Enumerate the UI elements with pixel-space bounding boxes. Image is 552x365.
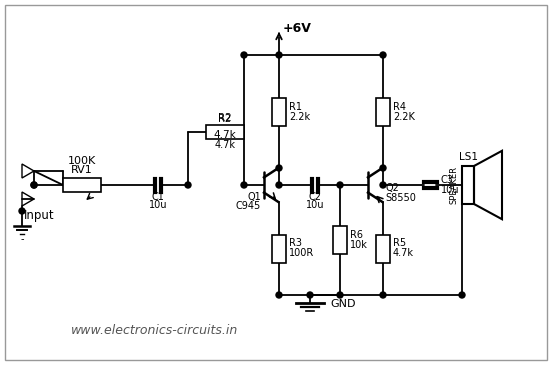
Bar xyxy=(333,226,347,254)
Circle shape xyxy=(337,182,343,188)
Bar xyxy=(376,234,390,262)
Circle shape xyxy=(19,208,25,214)
Text: 10u: 10u xyxy=(440,185,459,195)
Circle shape xyxy=(31,182,37,188)
Circle shape xyxy=(276,182,282,188)
Circle shape xyxy=(241,52,247,58)
Text: 10u: 10u xyxy=(148,200,167,211)
Text: +6V: +6V xyxy=(283,22,312,35)
Text: C945: C945 xyxy=(236,201,261,211)
Bar xyxy=(272,97,286,126)
Text: 2.2K: 2.2K xyxy=(393,111,415,122)
Text: RV1: RV1 xyxy=(71,165,93,175)
Circle shape xyxy=(276,52,282,58)
Text: C3: C3 xyxy=(440,175,453,185)
Circle shape xyxy=(31,182,37,188)
Circle shape xyxy=(337,292,343,298)
Text: 4.7k: 4.7k xyxy=(393,249,414,258)
Circle shape xyxy=(459,292,465,298)
Circle shape xyxy=(380,165,386,171)
Text: 10k: 10k xyxy=(350,240,368,250)
Text: R2: R2 xyxy=(219,114,231,124)
Text: GND: GND xyxy=(330,299,355,309)
Text: R5: R5 xyxy=(393,238,406,249)
Circle shape xyxy=(276,165,282,171)
Text: R3: R3 xyxy=(289,238,302,249)
Bar xyxy=(63,178,101,192)
Text: R6: R6 xyxy=(350,230,363,240)
Text: Input: Input xyxy=(24,208,55,222)
Text: 4.7k: 4.7k xyxy=(215,140,236,150)
Text: R4: R4 xyxy=(393,101,406,111)
Text: R2: R2 xyxy=(218,113,232,123)
Text: 10u: 10u xyxy=(306,200,324,211)
Circle shape xyxy=(307,292,313,298)
Bar xyxy=(272,234,286,262)
Text: 2.2k: 2.2k xyxy=(289,111,310,122)
Circle shape xyxy=(185,182,191,188)
Bar xyxy=(462,166,474,204)
Text: 4.7k: 4.7k xyxy=(214,130,236,140)
Text: S8550: S8550 xyxy=(385,193,416,203)
Text: C1: C1 xyxy=(152,192,164,203)
Circle shape xyxy=(241,182,247,188)
Text: 100R: 100R xyxy=(289,249,314,258)
Text: Q2: Q2 xyxy=(385,183,399,193)
Text: Q1: Q1 xyxy=(247,192,261,202)
Text: -: - xyxy=(20,234,24,244)
Text: 100K: 100K xyxy=(68,156,96,166)
Circle shape xyxy=(276,292,282,298)
Bar xyxy=(206,125,244,139)
Text: www.electronics-circuits.in: www.electronics-circuits.in xyxy=(71,323,238,337)
Text: LS1: LS1 xyxy=(459,152,477,162)
Text: SPEAKER: SPEAKER xyxy=(449,166,459,204)
Circle shape xyxy=(380,292,386,298)
Circle shape xyxy=(380,52,386,58)
Bar xyxy=(376,97,390,126)
Circle shape xyxy=(380,182,386,188)
Text: C2: C2 xyxy=(309,192,321,203)
Text: R1: R1 xyxy=(289,101,302,111)
